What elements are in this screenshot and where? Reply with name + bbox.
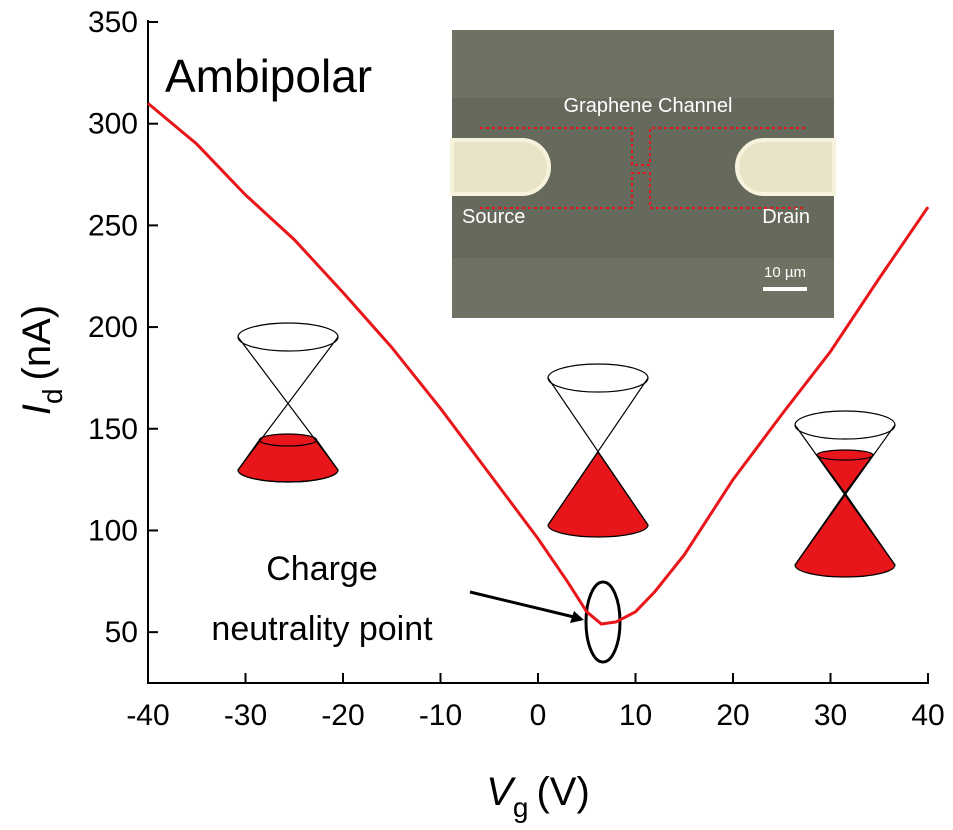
chart: Graphene Channel Source Drain 10 µm Ambi…: [0, 0, 953, 830]
annotation: Ambipolar: [165, 50, 372, 102]
cnp-arrow: [470, 592, 574, 617]
axis-subscript: g: [513, 792, 529, 823]
axis-subscript: d: [37, 388, 68, 404]
x-tick-label: -30: [224, 699, 267, 732]
cone-edge: [548, 364, 648, 392]
y-tick-label: 350: [88, 6, 138, 39]
axis-unit: (V): [536, 770, 589, 814]
cone-fill: [259, 434, 316, 446]
cone-edge: [795, 411, 895, 439]
inset-label: 10 µm: [764, 264, 806, 281]
annotation: neutrality point: [211, 610, 433, 648]
source-electrode: [452, 140, 549, 194]
x-tick-label: -10: [419, 699, 462, 732]
cone-edge: [238, 323, 338, 351]
cone-fill: [548, 452, 648, 537]
annotation: Charge: [266, 550, 378, 588]
x-axis-label: Vg(V): [486, 770, 590, 823]
inset-label: Source: [462, 206, 525, 228]
x-tick-label: -40: [126, 699, 169, 732]
axis-unit: (nA): [15, 305, 59, 381]
scale-bar: [763, 287, 807, 291]
x-tick-label: -20: [321, 699, 364, 732]
x-tick-label: 30: [814, 699, 847, 732]
axis-symbol: V: [486, 770, 516, 814]
drain-electrode: [737, 140, 834, 194]
inset-label: Drain: [762, 206, 810, 228]
inset-label: Graphene Channel: [563, 95, 732, 117]
y-tick-label: 250: [88, 209, 138, 242]
x-tick-label: 10: [619, 699, 652, 732]
x-tick-label: 20: [716, 699, 749, 732]
axis-symbol: I: [15, 404, 59, 415]
cnp-arrowhead: [570, 611, 584, 623]
cone-fill: [795, 455, 895, 577]
cone-fill: [817, 450, 873, 460]
x-tick-label: 40: [911, 699, 944, 732]
y-tick-label: 50: [105, 616, 138, 649]
x-tick-label: 0: [530, 699, 547, 732]
dirac-cones: [238, 323, 895, 577]
y-tick-label: 200: [88, 311, 138, 344]
y-tick-label: 300: [88, 108, 138, 141]
y-tick-label: 100: [88, 514, 138, 547]
y-axis-label: Id (nA): [15, 305, 68, 415]
y-tick-label: 150: [88, 413, 138, 446]
inset: Graphene Channel Source Drain 10 µm: [452, 30, 834, 318]
